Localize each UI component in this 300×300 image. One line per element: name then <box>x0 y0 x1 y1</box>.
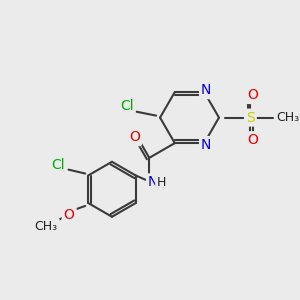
Text: N: N <box>201 138 211 152</box>
Text: O: O <box>247 133 258 147</box>
Text: Cl: Cl <box>120 99 134 113</box>
Text: S: S <box>246 111 255 124</box>
Text: CH₃: CH₃ <box>35 220 58 233</box>
Text: Cl: Cl <box>51 158 64 172</box>
Text: N: N <box>201 83 211 97</box>
Text: CH₃: CH₃ <box>276 111 299 124</box>
Text: N: N <box>148 176 158 189</box>
Text: O: O <box>64 208 75 222</box>
Text: O: O <box>247 88 258 102</box>
Text: O: O <box>129 130 140 144</box>
Text: H: H <box>156 176 166 189</box>
